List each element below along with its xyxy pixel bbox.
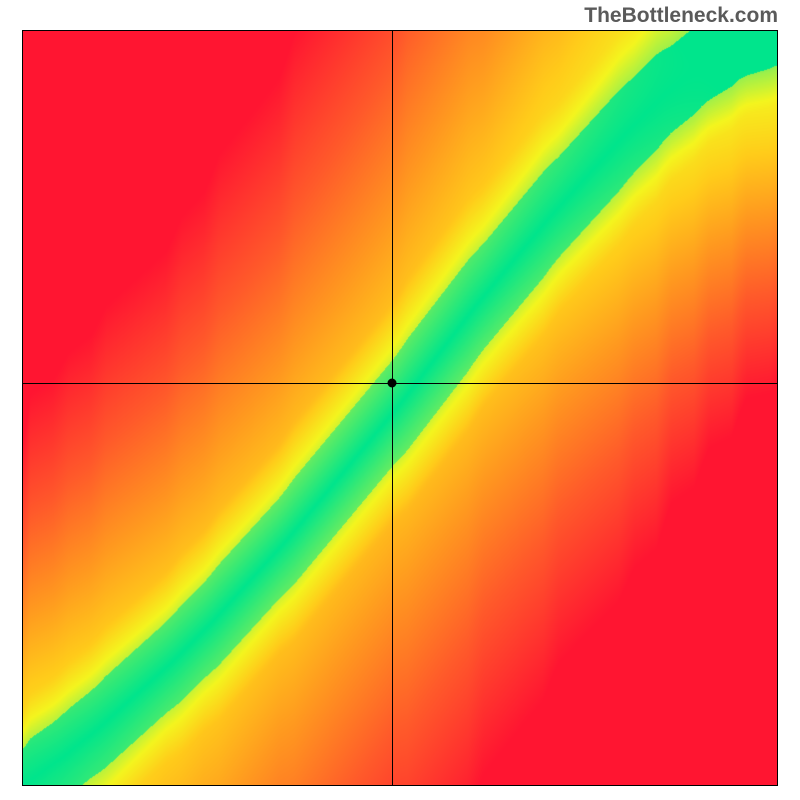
crosshair-horizontal bbox=[23, 383, 777, 384]
heatmap-plot bbox=[22, 30, 778, 786]
watermark-label: TheBottleneck.com bbox=[584, 4, 778, 28]
crosshair-vertical bbox=[392, 31, 393, 785]
crosshair-point bbox=[387, 378, 396, 387]
heatmap-canvas bbox=[23, 31, 777, 785]
